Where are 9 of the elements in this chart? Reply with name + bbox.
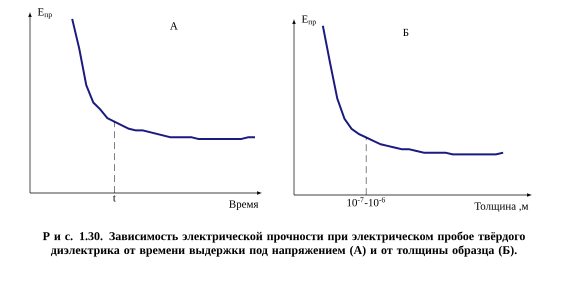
x-axis-title: Время (229, 200, 258, 210)
y-axis-title: E$_{пр}$ (302, 15, 316, 26)
text: Р и с. 1.30. Зависимость электрической прочности при электрическом пробое твёрдого диэлектрика от времени выдержки под напряжением (А) и от толщины образца (Б). (42, 232, 525, 257)
text: t (112, 195, 116, 202)
y-axis-title: E$_{пр}$ (38, 8, 52, 19)
chart-title: Б (403, 28, 408, 36)
x-axis-title: Толщина ,м (474, 202, 528, 212)
text: 10$^{-7}$-10$^{-6}$ (347, 197, 386, 206)
chart-title: А (170, 22, 178, 30)
